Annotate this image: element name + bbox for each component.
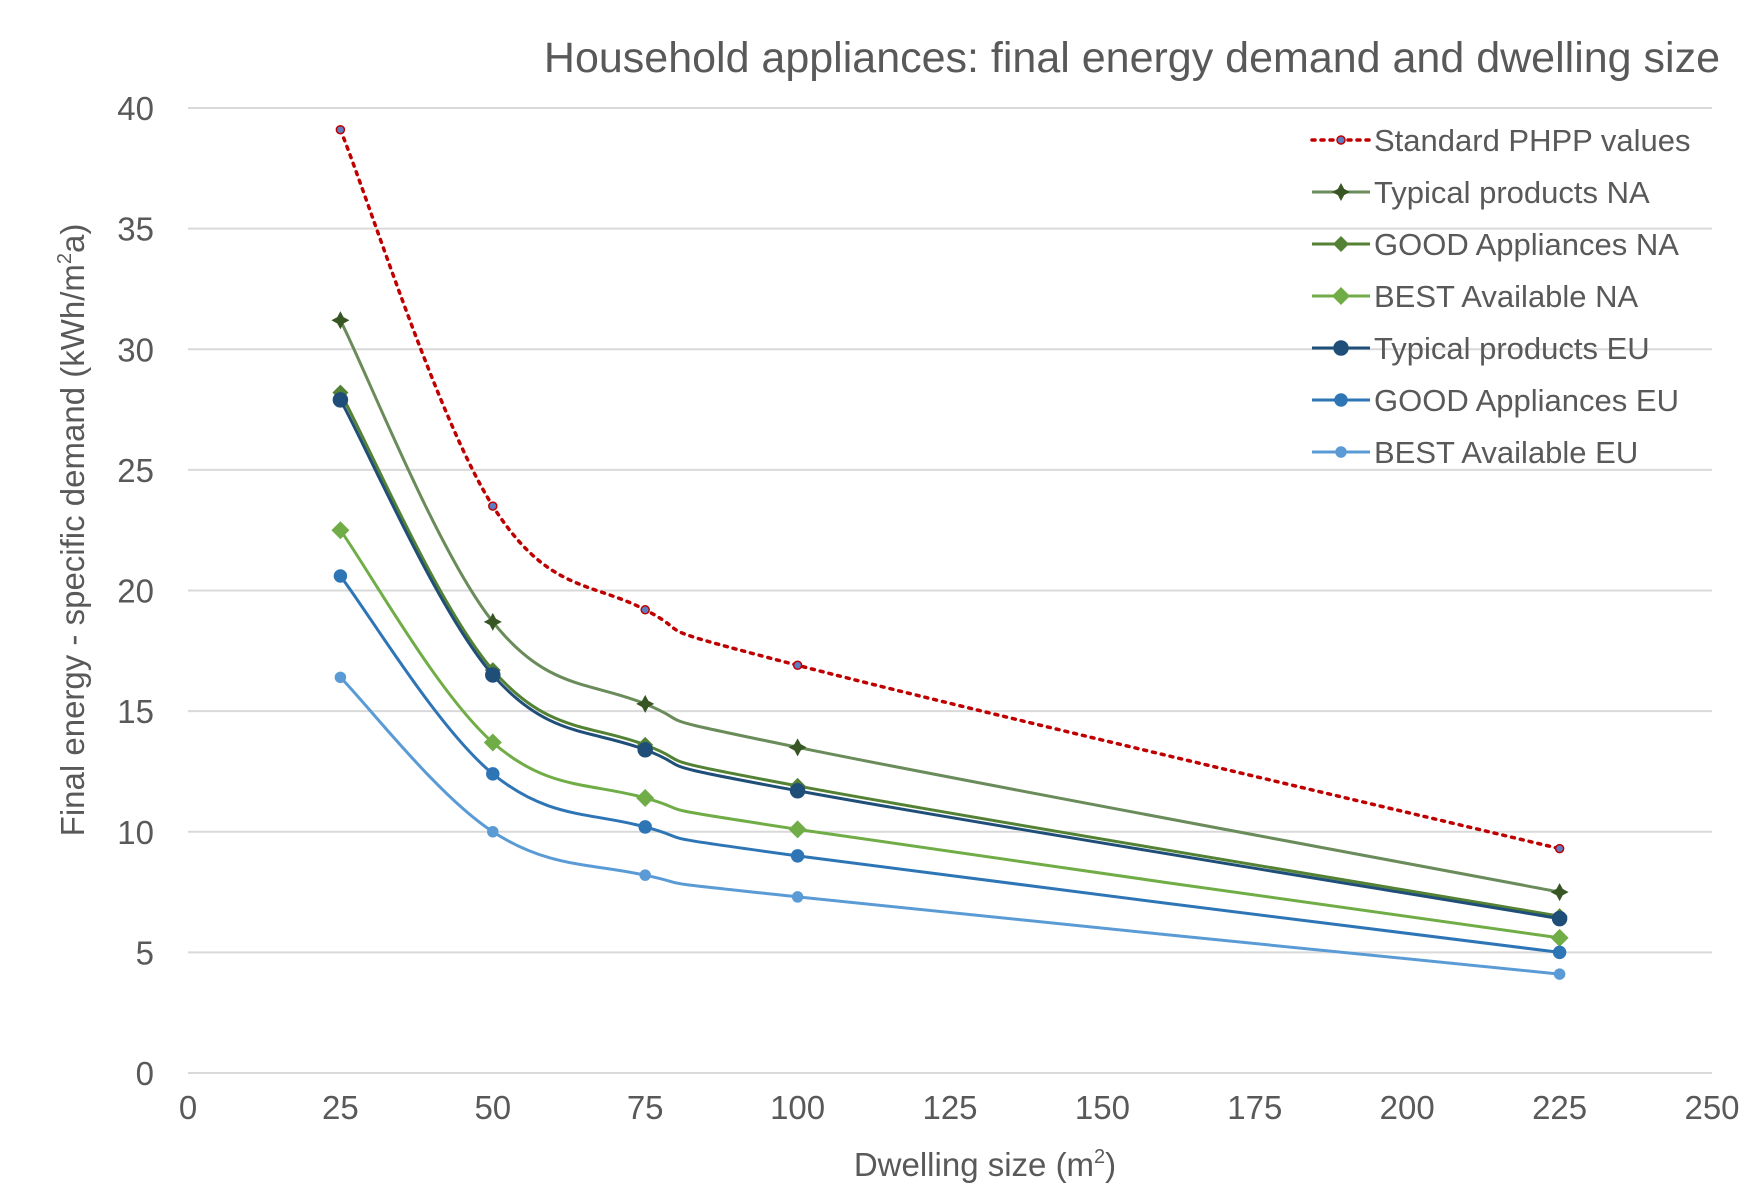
x-axis-title: Dwelling size (m2) <box>854 1146 1116 1183</box>
legend-marker <box>1332 183 1350 201</box>
legend-item-typical-products-na: Typical products NA <box>1312 175 1650 210</box>
y-tick-label: 30 <box>117 331 154 368</box>
legend-item-best-available-na: BEST Available NA <box>1312 279 1639 314</box>
data-point <box>333 569 348 583</box>
series-line <box>339 575 1560 954</box>
data-point <box>788 738 807 757</box>
data-point <box>485 667 501 683</box>
legend-label: BEST Available NA <box>1374 279 1639 314</box>
data-point <box>789 782 806 799</box>
legend-item-best-available-eu: BEST Available EU <box>1312 435 1638 470</box>
data-point <box>1551 910 1568 927</box>
y-tick-label: 5 <box>136 934 154 971</box>
series-layer <box>331 124 1569 980</box>
legend-marker <box>1332 287 1350 305</box>
y-tick-label: 0 <box>136 1055 154 1092</box>
x-tick-label: 250 <box>1684 1089 1739 1126</box>
legend-item-good-appliances-eu: GOOD Appliances EU <box>1312 383 1679 418</box>
x-tick-label: 200 <box>1380 1089 1435 1126</box>
data-point <box>1550 928 1569 947</box>
series-best-available-na <box>331 521 1569 947</box>
data-point <box>331 521 350 540</box>
series-typical-products-na <box>331 311 1569 902</box>
data-point <box>1554 843 1565 854</box>
legend-label: Typical products NA <box>1374 175 1650 210</box>
y-axis-ticks: 0 5 10 15 20 25 30 35 40 <box>117 90 154 1092</box>
series-standard-phpp-values <box>335 124 1565 854</box>
y-tick-label: 15 <box>117 693 154 730</box>
data-point <box>332 392 349 408</box>
series-best-available-eu <box>334 671 1566 980</box>
data-point <box>488 501 498 511</box>
data-point <box>790 849 805 863</box>
legend-item-typical-products-eu: Typical products EU <box>1312 331 1650 366</box>
series-line <box>338 127 1562 851</box>
y-tick-label: 10 <box>117 814 154 851</box>
data-point <box>636 694 655 713</box>
series-line <box>339 529 1560 940</box>
data-point <box>637 741 653 758</box>
legend-marker <box>1336 135 1346 145</box>
data-point <box>1553 968 1566 980</box>
x-tick-label: 0 <box>179 1089 197 1126</box>
y-tick-label: 40 <box>117 90 154 127</box>
legend-item-good-appliances-na: GOOD Appliances NA <box>1312 227 1679 262</box>
data-point <box>1552 945 1567 960</box>
x-tick-label: 175 <box>1227 1089 1282 1126</box>
data-point <box>483 612 502 631</box>
legend-marker <box>1334 393 1348 407</box>
series-line <box>339 399 1560 921</box>
legend-label: GOOD Appliances EU <box>1374 383 1679 418</box>
x-tick-label: 225 <box>1532 1089 1587 1126</box>
x-tick-label: 25 <box>322 1089 359 1126</box>
data-point <box>638 820 652 834</box>
x-tick-label: 75 <box>627 1089 664 1126</box>
data-point <box>331 311 350 330</box>
data-point <box>636 788 655 807</box>
legend: Standard PHPP values Typical products NA G… <box>1310 123 1691 470</box>
x-axis-ticks: 0 25 50 75 100 125 150 175 200 225 250 <box>179 1089 1740 1126</box>
legend-label: BEST Available EU <box>1374 435 1638 470</box>
y-tick-label: 25 <box>117 452 154 489</box>
series-typical-products-eu <box>332 392 1568 927</box>
series-good-appliances-eu <box>333 569 1567 960</box>
grid-lines <box>188 107 1712 954</box>
x-tick-label: 100 <box>770 1089 825 1126</box>
series-line <box>339 676 1560 976</box>
data-point <box>792 660 803 671</box>
x-tick-label: 125 <box>922 1089 977 1126</box>
y-tick-label: 35 <box>117 211 154 248</box>
chart-title: Household appliances: final energy deman… <box>544 34 1720 82</box>
legend-label: GOOD Appliances NA <box>1374 227 1679 262</box>
data-point <box>334 671 347 684</box>
data-point <box>791 891 804 903</box>
y-tick-label: 20 <box>117 573 154 610</box>
data-point <box>639 869 651 881</box>
data-point <box>483 733 502 752</box>
legend-marker <box>1335 446 1347 458</box>
legend-marker <box>1333 340 1349 356</box>
data-point <box>335 124 346 135</box>
data-point <box>486 767 500 781</box>
data-point <box>640 605 650 615</box>
data-point <box>487 826 499 838</box>
data-point <box>1550 883 1569 902</box>
legend-label: Typical products EU <box>1374 331 1650 366</box>
series-line <box>339 391 1560 918</box>
x-tick-label: 50 <box>474 1089 511 1126</box>
legend-marker <box>1333 236 1349 252</box>
x-tick-label: 150 <box>1075 1089 1130 1126</box>
series-line <box>339 319 1560 894</box>
data-point <box>788 820 807 839</box>
legend-label: Standard PHPP values <box>1374 123 1691 158</box>
legend-item-standard-phpp-values: Standard PHPP values <box>1310 123 1691 158</box>
y-axis-title: Final energy - specific demand (kWh/m2a) <box>54 224 91 837</box>
